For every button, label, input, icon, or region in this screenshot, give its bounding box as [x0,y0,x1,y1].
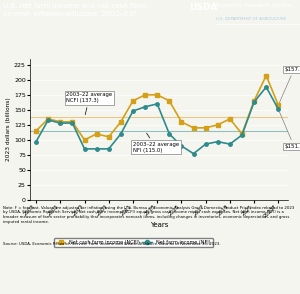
X-axis label: Years: Years [150,222,168,228]
Text: Source: USDA, Economic Research Service, Farm Income and Wealth Statistics. Data: Source: USDA, Economic Research Service,… [3,242,220,246]
Text: Note: F = forecast. Values are adjusted for inflation using the U.S. Bureau of E: Note: F = forecast. Values are adjusted … [3,206,294,224]
Text: 2003–22 average
NCFI (137.3): 2003–22 average NCFI (137.3) [66,92,112,115]
Text: 2003–22 average
NFI (115.0): 2003–22 average NFI (115.0) [133,133,179,153]
Text: $157.9: $157.9 [279,67,300,103]
Legend: Net cash farm income (NCFI), Net farm income (NFI): Net cash farm income (NCFI), Net farm in… [54,238,213,247]
Text: USDA: USDA [189,3,218,12]
Text: U.S. DEPARTMENT OF AGRICULTURE: U.S. DEPARTMENT OF AGRICULTURE [216,17,286,21]
Text: U.S. net farm income and net cash farm
income, inflation-adjusted, 2003–23F: U.S. net farm income and net cash farm i… [3,3,147,17]
Text: $151.1: $151.1 [279,112,300,149]
Text: Economic Research Service: Economic Research Service [216,3,292,8]
Y-axis label: 2023 dollars (billions): 2023 dollars (billions) [6,98,11,161]
